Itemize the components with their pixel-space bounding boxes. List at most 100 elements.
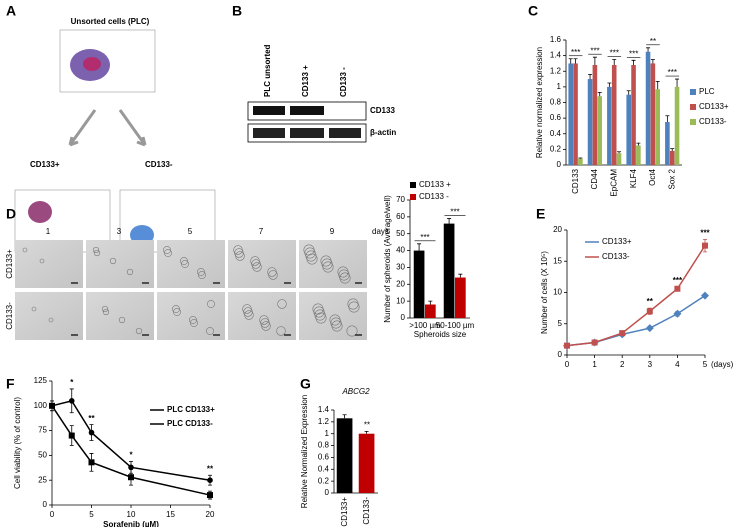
- marker: [88, 459, 95, 466]
- marker: [207, 492, 213, 499]
- y-tick-label: 5: [558, 319, 563, 328]
- bar: [626, 94, 632, 165]
- spheroid: [339, 272, 351, 284]
- x-tick-label: 5: [89, 510, 94, 519]
- significance: ***: [571, 48, 580, 57]
- y-tick-label: 10: [553, 288, 562, 297]
- spheroid: [197, 268, 205, 276]
- lane-label: CD133 +: [301, 65, 310, 97]
- bar: [645, 51, 651, 165]
- x-tick-label: EpCAM: [609, 169, 618, 197]
- y-tick-label: 0.6: [318, 453, 330, 462]
- spheroid: [163, 246, 171, 254]
- y-tick-label: 100: [34, 401, 48, 410]
- lane-label: CD133 -: [339, 67, 348, 97]
- y-tick-label: 0.2: [550, 144, 562, 153]
- bar: [616, 153, 622, 165]
- panel-letter: D: [6, 206, 16, 222]
- y-tick-label: 15: [553, 256, 562, 265]
- error-bar: [675, 78, 680, 87]
- y-tick-label: 0.4: [318, 464, 330, 473]
- marker: [702, 242, 708, 249]
- y-tick-label: 10: [396, 296, 405, 305]
- legend-label: CD133 +: [419, 180, 451, 189]
- spheroid: [48, 317, 54, 323]
- y-axis-label: Cell viability (% of control): [13, 397, 22, 489]
- x-tick-label: 20: [206, 510, 215, 519]
- spheroid: [244, 310, 254, 320]
- legend-swatch: [690, 119, 696, 125]
- y-tick-label: 0.6: [550, 113, 562, 122]
- significance: **: [650, 37, 656, 46]
- y-axis-label: Relative Normalized Expression: [300, 395, 309, 508]
- marker: [49, 402, 55, 409]
- y-tick-label: 70: [396, 195, 405, 204]
- y-tick-label: 75: [38, 426, 47, 435]
- legend-label: CD133+: [699, 102, 729, 111]
- error-bar: [650, 59, 655, 64]
- marker: [591, 339, 598, 346]
- y-tick-label: 25: [38, 475, 47, 484]
- y-tick-label: 0.8: [318, 441, 330, 450]
- marker: [128, 474, 134, 481]
- micrograph: [228, 240, 296, 288]
- micrograph: [86, 292, 154, 340]
- x-tick-label: Oct4: [648, 168, 657, 185]
- x-tick-label: 3: [648, 360, 653, 369]
- x-tick-label: CD44: [590, 168, 599, 189]
- marker: [701, 291, 709, 300]
- legend-label: PLC: [699, 87, 715, 96]
- spheroid: [206, 327, 214, 335]
- y-tick-label: 0: [325, 488, 330, 497]
- y-tick-label: 1.2: [318, 417, 330, 426]
- micrograph: [299, 240, 367, 288]
- x-tick-label: 15: [166, 510, 175, 519]
- y-tick-label: 0: [558, 350, 563, 359]
- spheroid: [261, 321, 271, 331]
- spheroid: [118, 316, 126, 324]
- spheroid: [172, 305, 180, 313]
- y-tick-label: 1.6: [550, 35, 562, 44]
- y-tick-label: 0.2: [318, 476, 330, 485]
- y-tick-label: 1.4: [318, 405, 330, 414]
- x-tick-label: 4: [675, 360, 680, 369]
- significance: ***: [420, 233, 429, 242]
- bar: [674, 86, 680, 165]
- micrograph: [15, 240, 83, 288]
- marker: [564, 342, 570, 349]
- x-axis-label: (days): [711, 360, 734, 369]
- legend-swatch: [410, 182, 416, 188]
- legend-label: CD133-: [699, 117, 727, 126]
- spheroid: [31, 306, 37, 312]
- y-tick-label: 40: [396, 246, 405, 255]
- row-label: CD133-: [5, 302, 14, 330]
- chart-title: ABCG2: [341, 387, 370, 396]
- gate-label: CD133-: [145, 160, 173, 169]
- legend-swatch: [410, 194, 416, 200]
- day-label: 9: [330, 227, 335, 236]
- x-tick-label: 1: [592, 360, 597, 369]
- error-bar: [588, 73, 593, 80]
- marker: [645, 324, 654, 333]
- error-bar: [665, 115, 670, 123]
- error-bar: [646, 47, 651, 52]
- significance: ***: [590, 46, 599, 55]
- x-tick-label: KLF4: [629, 168, 638, 188]
- day-label: days: [372, 227, 389, 236]
- error-bar: [458, 273, 463, 278]
- y-tick-label: 20: [396, 279, 405, 288]
- y-tick-label: 1.2: [550, 66, 562, 75]
- error-bar: [417, 243, 422, 251]
- spheroid: [306, 253, 318, 265]
- marker: [88, 429, 95, 436]
- bar: [568, 63, 574, 165]
- line: [566, 294, 706, 347]
- significance: *: [70, 378, 74, 387]
- marker: [674, 285, 681, 292]
- bar: [636, 145, 641, 165]
- legend-swatch: [690, 89, 696, 95]
- error-bar: [636, 142, 641, 146]
- y-tick-label: 1: [557, 82, 562, 91]
- x-tick-label: >100 µm: [409, 321, 441, 330]
